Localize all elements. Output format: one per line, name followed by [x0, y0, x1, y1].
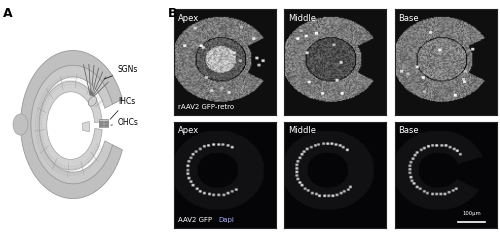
Text: Middle: Middle	[288, 14, 316, 23]
Text: rAAV2 GFP-retro: rAAV2 GFP-retro	[178, 104, 234, 110]
Text: B: B	[168, 7, 177, 20]
Text: SGNs: SGNs	[104, 65, 138, 79]
Text: Middle: Middle	[288, 126, 316, 135]
Text: A: A	[2, 7, 12, 20]
Wedge shape	[31, 65, 112, 184]
Wedge shape	[82, 121, 89, 132]
Wedge shape	[20, 51, 122, 199]
Text: Base: Base	[398, 14, 419, 23]
Text: OHCs: OHCs	[111, 118, 139, 127]
Circle shape	[13, 114, 28, 135]
Wedge shape	[39, 81, 102, 170]
Text: AAV2 GFP: AAV2 GFP	[178, 217, 212, 223]
Text: Dapi: Dapi	[218, 217, 234, 223]
Ellipse shape	[88, 96, 96, 106]
Text: Base: Base	[398, 126, 419, 135]
Text: IHCs: IHCs	[110, 97, 135, 119]
Text: 100μm: 100μm	[462, 211, 481, 216]
Bar	[98, 119, 108, 127]
Text: Apex: Apex	[178, 126, 199, 135]
Text: Apex: Apex	[178, 14, 199, 23]
